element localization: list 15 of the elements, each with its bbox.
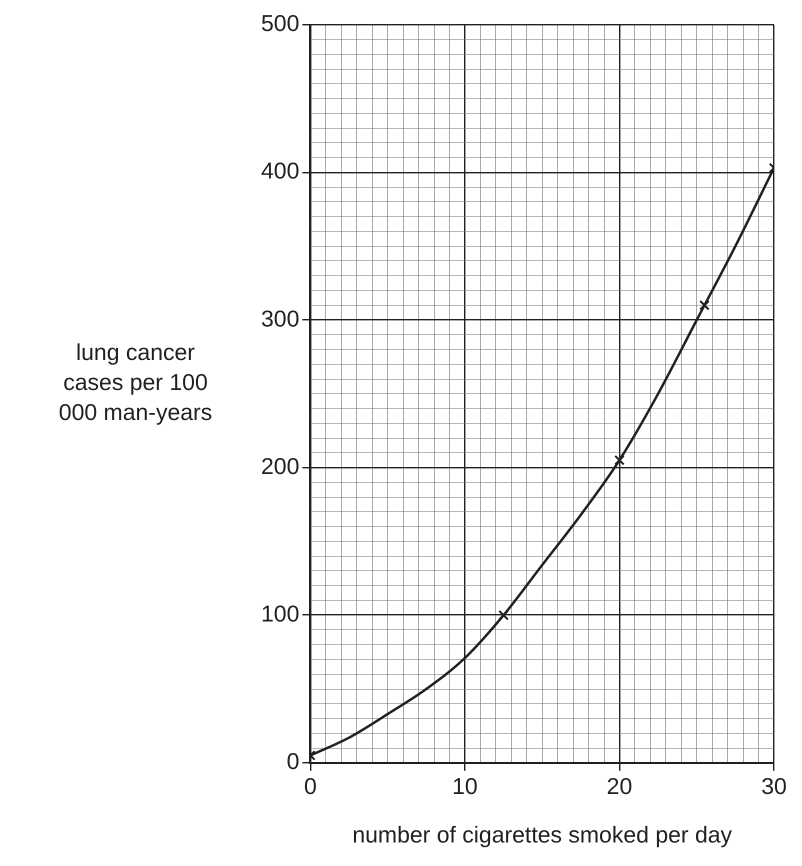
x-tick-label: 10: [452, 772, 478, 799]
y-tick-label: 200: [261, 452, 300, 479]
y-tick-label: 0: [286, 748, 300, 774]
y-tick-label: 500: [261, 10, 300, 36]
y-tick-label: 100: [261, 600, 300, 627]
x-tick-label: 30: [761, 772, 787, 799]
point: [614, 454, 625, 466]
y-tick-label: 300: [261, 305, 300, 332]
x-axis-title: number of cigarettes smoked per day: [352, 822, 733, 848]
y-tick-label: 400: [261, 158, 300, 184]
x-tick-label: 20: [606, 772, 632, 799]
x-tick-label: 0: [304, 772, 317, 799]
point: [699, 300, 710, 310]
y-axis-title: lung cancer cases per 100 000 man-years: [58, 338, 214, 427]
point: [498, 610, 509, 620]
